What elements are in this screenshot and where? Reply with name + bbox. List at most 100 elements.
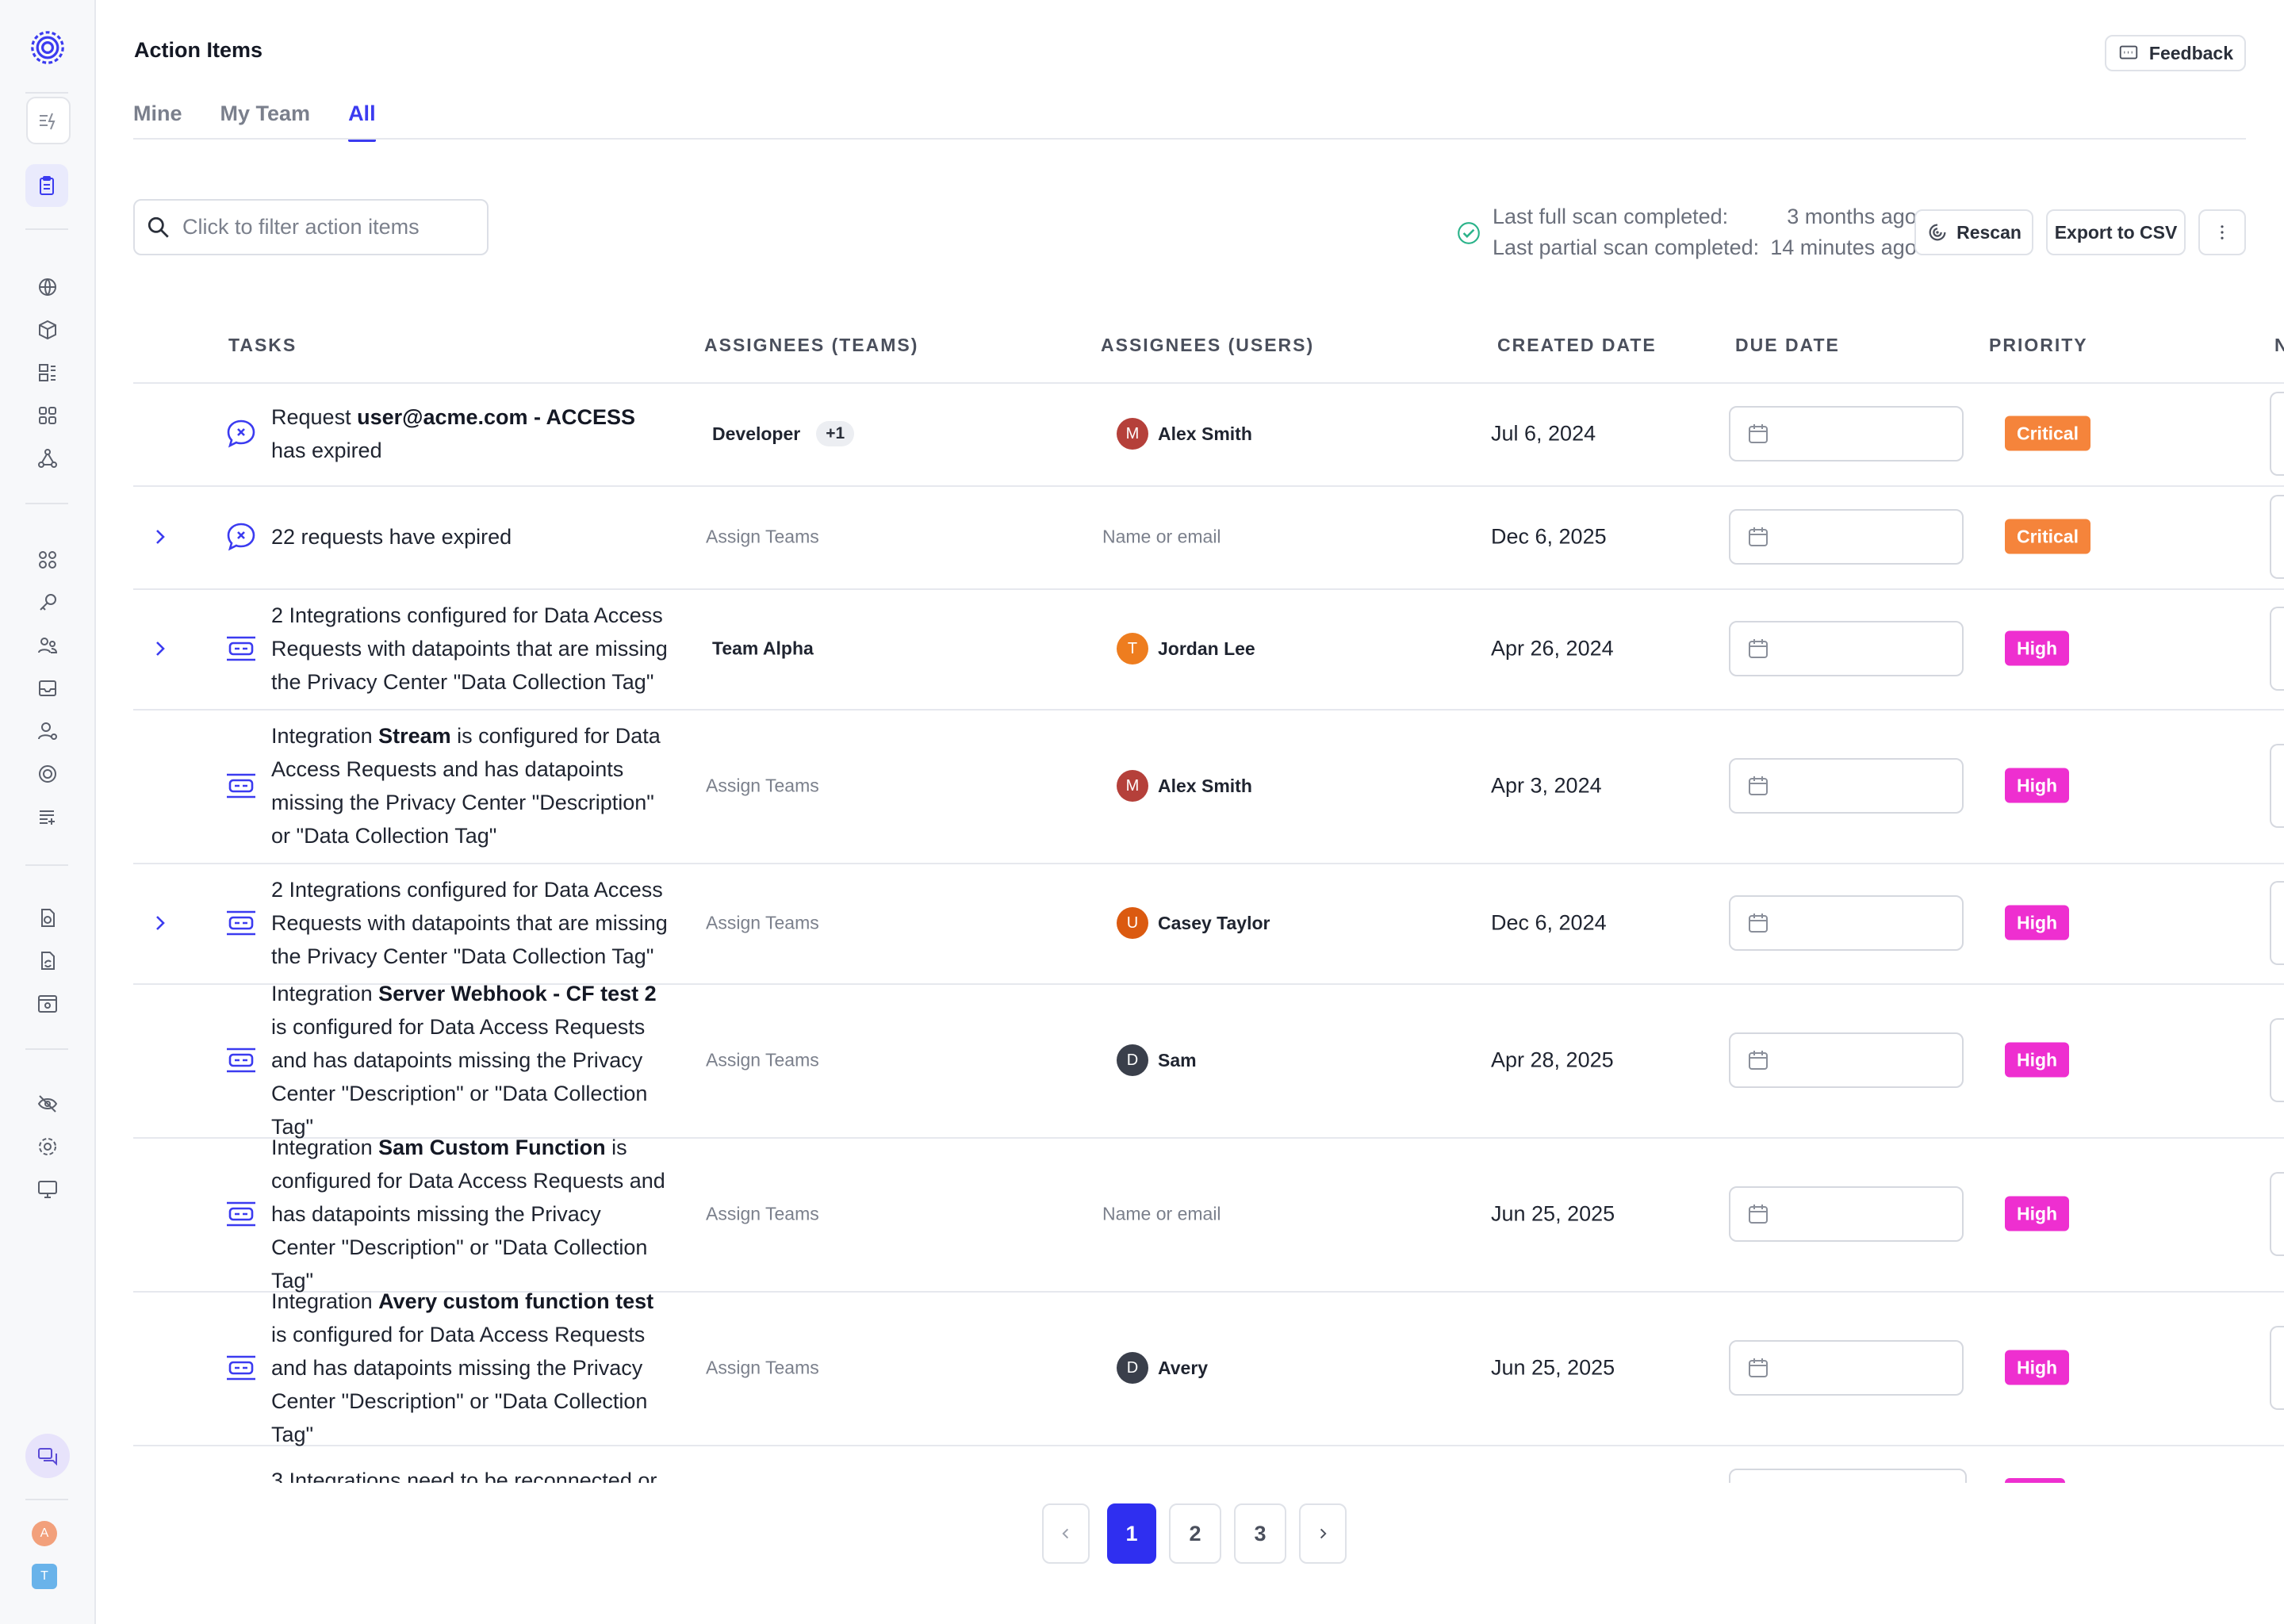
assignee-user[interactable]: U Casey Taylor: [1117, 907, 1270, 939]
cube-icon[interactable]: [29, 311, 67, 349]
assignee-user[interactable]: D Avery: [1117, 1352, 1208, 1384]
next-column-input[interactable]: [2270, 881, 2284, 965]
next-column-input[interactable]: [2270, 1172, 2284, 1256]
next-column-input[interactable]: [2270, 744, 2284, 828]
user-name: Casey Taylor: [1158, 912, 1270, 933]
compass-icon[interactable]: [29, 755, 67, 793]
col-tasks[interactable]: TASKS: [228, 335, 297, 355]
priority-badge: [2005, 1478, 2065, 1483]
next-column-input[interactable]: [2270, 1018, 2284, 1102]
network-icon[interactable]: [29, 439, 67, 477]
due-date-input[interactable]: [1729, 621, 1964, 676]
filter-search-box[interactable]: [133, 199, 489, 255]
due-date-input[interactable]: [1729, 509, 1964, 565]
col-next[interactable]: N: [2274, 335, 2284, 355]
users-icon[interactable]: [29, 626, 67, 665]
kebab-icon: [2221, 225, 2224, 239]
assign-teams-field[interactable]: Assign Teams: [706, 1049, 819, 1071]
col-due-date[interactable]: DUE DATE: [1735, 335, 1840, 355]
scan-status: Last full scan completed: 3 months ago L…: [1456, 205, 1917, 260]
table-row[interactable]: 2 Integrations configured for Data Acces…: [133, 863, 2284, 985]
request-icon: [227, 523, 255, 551]
next-column-input[interactable]: [2270, 392, 2284, 476]
page-2-button[interactable]: 2: [1169, 1503, 1221, 1564]
next-column-input[interactable]: [2270, 1326, 2284, 1410]
page-1-button[interactable]: 1: [1107, 1503, 1156, 1564]
priority-badge-wrap: Critical: [2005, 416, 2090, 451]
document-shield-icon[interactable]: [29, 899, 67, 937]
due-date-input[interactable]: [1729, 1186, 1964, 1242]
table-row[interactable]: 2 Integrations configured for Data Acces…: [133, 588, 2284, 710]
key-icon[interactable]: [29, 584, 67, 622]
assignee-user[interactable]: M Alex Smith: [1117, 418, 1252, 450]
user-avatar[interactable]: T: [32, 1564, 57, 1589]
assignee-user[interactable]: D Sam: [1117, 1044, 1197, 1076]
assign-teams-field[interactable]: Assign Teams: [706, 912, 819, 933]
due-date-input[interactable]: [1729, 406, 1964, 462]
col-assignees-users[interactable]: ASSIGNEES (USERS): [1101, 335, 1315, 355]
list-add-icon[interactable]: [29, 798, 67, 836]
filter-input[interactable]: [181, 214, 469, 240]
quick-actions-icon[interactable]: [26, 97, 71, 144]
table-row[interactable]: 22 requests have expired Assign Teams Na…: [133, 485, 2284, 590]
page-3-button[interactable]: 3: [1234, 1503, 1286, 1564]
more-options-button[interactable]: [2198, 209, 2246, 255]
next-page-button[interactable]: [1299, 1503, 1347, 1564]
table-row[interactable]: Request user@acme.com - ACCESS has expir…: [133, 382, 2284, 487]
user-settings-icon[interactable]: [29, 712, 67, 750]
due-date-input[interactable]: [1729, 758, 1964, 814]
next-column-input[interactable]: [2270, 607, 2284, 691]
workspace-avatar[interactable]: A: [32, 1521, 57, 1546]
search-icon: [148, 216, 169, 238]
col-created-date[interactable]: CREATED DATE: [1497, 335, 1657, 355]
chevron-right-icon[interactable]: [149, 526, 171, 548]
tab-my-team[interactable]: My Team: [220, 102, 311, 125]
chevron-right-icon[interactable]: [149, 912, 171, 934]
chat-icon[interactable]: [25, 1434, 70, 1478]
inbox-icon[interactable]: [29, 669, 67, 707]
due-date-input[interactable]: [1729, 1469, 1967, 1483]
due-date-input[interactable]: [1729, 1340, 1964, 1396]
team-chip[interactable]: Developer +1: [712, 421, 855, 446]
col-assignees-teams[interactable]: ASSIGNEES (TEAMS): [704, 335, 919, 355]
database-list-icon[interactable]: [29, 354, 67, 392]
assign-teams-field[interactable]: Assign Teams: [706, 526, 819, 547]
table-row-clipped[interactable]: 3 Integrations need to be reconnected or: [133, 1446, 2284, 1483]
created-date: Apr 3, 2024: [1491, 773, 1602, 798]
apps-icon[interactable]: [29, 541, 67, 579]
document-sync-icon[interactable]: [29, 942, 67, 980]
assign-teams-field[interactable]: Assign Teams: [706, 775, 819, 796]
action-items-nav-icon[interactable]: [25, 164, 68, 207]
assign-teams-field[interactable]: Assign Teams: [706, 1203, 819, 1224]
table-row[interactable]: Integration Sam Custom Function is confi…: [133, 1136, 2284, 1293]
grid-icon[interactable]: [29, 396, 67, 435]
due-date-input[interactable]: [1729, 895, 1964, 951]
export-csv-button[interactable]: Export to CSV: [2046, 209, 2186, 255]
table-row[interactable]: Integration Avery custom function test i…: [133, 1289, 2284, 1446]
monitor-icon[interactable]: [29, 1170, 67, 1208]
table-row[interactable]: Integration Server Webhook - CF test 2 i…: [133, 982, 2284, 1139]
globe-icon[interactable]: [29, 268, 67, 306]
chevron-right-icon[interactable]: [149, 638, 171, 660]
browser-search-icon[interactable]: [29, 985, 67, 1023]
due-date-input[interactable]: [1729, 1032, 1964, 1088]
user-search-field[interactable]: Name or email: [1102, 526, 1221, 547]
app-logo-icon[interactable]: [29, 29, 67, 67]
team-more-badge[interactable]: +1: [816, 421, 855, 446]
team-chip[interactable]: Team Alpha: [712, 638, 814, 660]
tab-all[interactable]: All: [348, 102, 376, 142]
priority-badge-wrap: High: [2005, 1196, 2070, 1231]
gear-icon[interactable]: [29, 1128, 67, 1166]
assign-teams-field[interactable]: Assign Teams: [706, 1357, 819, 1378]
user-search-field[interactable]: Name or email: [1102, 1203, 1221, 1224]
table-row[interactable]: Integration Stream is configured for Dat…: [133, 709, 2284, 864]
assignee-user[interactable]: T Jordan Lee: [1117, 633, 1255, 665]
eye-off-icon[interactable]: [29, 1085, 67, 1123]
feedback-button[interactable]: Feedback: [2104, 35, 2246, 71]
rescan-button[interactable]: Rescan: [1914, 209, 2033, 255]
assignee-user[interactable]: M Alex Smith: [1117, 770, 1252, 802]
col-priority[interactable]: PRIORITY: [1989, 335, 2088, 355]
prev-page-button[interactable]: [1042, 1503, 1090, 1564]
tab-mine[interactable]: Mine: [133, 102, 182, 125]
next-column-input[interactable]: [2270, 495, 2284, 579]
